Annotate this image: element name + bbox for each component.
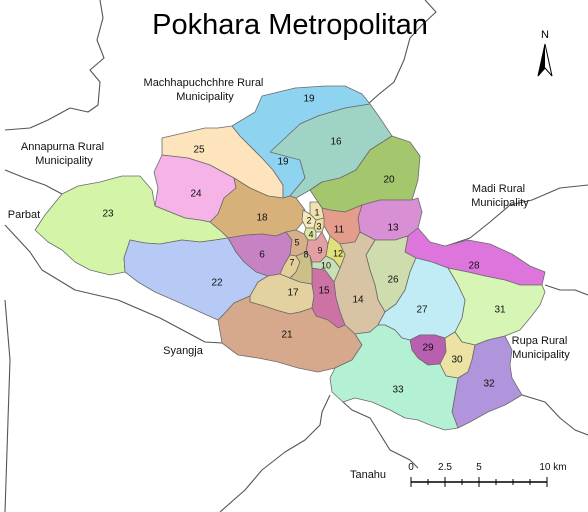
ward-label-14: 14 — [352, 295, 364, 306]
ward-label-32: 32 — [483, 379, 495, 390]
ward-label-6: 6 — [259, 250, 265, 261]
scale-tick-2-5: 2.5 — [438, 462, 452, 473]
ward-21[interactable] — [217, 295, 363, 373]
ward-label-28: 28 — [468, 261, 480, 272]
ward-33[interactable] — [329, 324, 459, 431]
ward-label-33: 33 — [392, 385, 404, 396]
region-labels: Machhapuchchhre Rural Municipality Annap… — [8, 77, 571, 481]
region-annapurna: Annapurna Rural Municipality — [21, 141, 107, 167]
ward-label-16: 16 — [330, 137, 342, 148]
ward-labels: 25 19 19 16 20 24 23 18 13 11 6 22 28 26… — [102, 94, 506, 396]
ward-label-17: 17 — [287, 288, 299, 299]
ward-label-30: 30 — [451, 355, 463, 366]
ward-label-10: 10 — [321, 260, 331, 270]
region-tanahu: Tanahu — [350, 469, 386, 481]
ward-label-8: 8 — [303, 249, 308, 259]
region-madi: Madi Rural Municipality — [471, 183, 529, 209]
ward-label-29: 29 — [422, 343, 434, 354]
ward-label-9: 9 — [317, 245, 322, 255]
ward-label-22: 22 — [211, 278, 223, 289]
ward-label-26: 26 — [387, 275, 399, 286]
ward-label-19-south: 19 — [277, 157, 289, 168]
ward-label-23: 23 — [102, 209, 114, 220]
region-machhapuchchhre: Machhapuchchhre Rural Municipality — [144, 77, 267, 103]
ward-label-20: 20 — [383, 175, 395, 186]
ward-label-12: 12 — [333, 248, 343, 258]
wards — [34, 85, 546, 431]
scale-tick-5: 5 — [476, 462, 482, 473]
district-boundaries — [4, 0, 588, 512]
ward-label-18: 18 — [256, 213, 268, 224]
scale-tick-0: 0 — [408, 462, 414, 473]
ward-label-15: 15 — [318, 286, 330, 297]
ward-label-25: 25 — [193, 145, 205, 156]
ward-label-27: 27 — [416, 305, 428, 316]
ward-label-2: 2 — [306, 215, 311, 225]
ward-label-13: 13 — [387, 223, 399, 234]
ward-label-5: 5 — [294, 237, 299, 247]
ward-label-7: 7 — [289, 257, 294, 267]
ward-label-24: 24 — [190, 189, 202, 200]
ward-label-1: 1 — [314, 207, 319, 217]
ward-22[interactable] — [123, 237, 269, 321]
ward-label-31: 31 — [494, 305, 506, 316]
ward-label-11: 11 — [334, 225, 345, 236]
ward-label-3: 3 — [316, 221, 321, 231]
region-parbat: Parbat — [8, 209, 40, 221]
north-arrow-icon: N — [537, 29, 553, 77]
ward-label-19-north: 19 — [303, 94, 315, 105]
ward-12[interactable] — [325, 235, 346, 269]
ward-32[interactable] — [451, 335, 523, 429]
scale-bar: 0 2.5 5 10 km — [408, 462, 567, 487]
region-rupa: Rupa Rural Municipality — [512, 335, 571, 361]
map-title: Pokhara Metropolitan — [152, 9, 428, 41]
scale-tick-10: 10 km — [539, 462, 566, 473]
ward-label-21: 21 — [281, 330, 293, 341]
region-syangja: Syangja — [163, 345, 204, 357]
ward-label-4: 4 — [308, 229, 313, 239]
north-label: N — [541, 29, 549, 41]
